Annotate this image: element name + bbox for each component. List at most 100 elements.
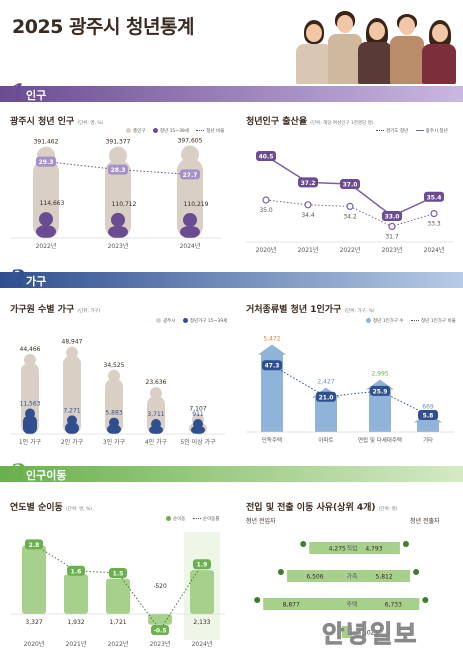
label-count: 669 <box>422 404 434 411</box>
label-youth: 7,271 <box>63 407 80 414</box>
bar-in <box>263 598 352 610</box>
label-out: 5,812 <box>376 574 393 581</box>
label-total: 7,107 <box>189 406 206 413</box>
x-tick-label: 아파트 <box>318 436 333 444</box>
bar-youth <box>107 424 121 434</box>
runner-out-icon <box>413 569 420 575</box>
chart2-birthrate: 40.5 37.2 37.0 33.0 35.4 35.0 34.4 34.2 31.7 33.3… <box>246 151 454 254</box>
chart4-housing-type: 5,472 2,427 2,995 669 47.3 단독주택 21.0 아파트 25.9 연립 … <box>246 335 454 444</box>
x-tick-label: 2024년 <box>180 242 201 250</box>
label-move: 3,327 <box>25 619 42 626</box>
x-tick-label: 2024년 <box>192 640 213 648</box>
bar-youth-head <box>109 417 119 428</box>
rate-marker <box>418 410 438 421</box>
gyeonggi-marker <box>262 196 270 204</box>
label-youth: 11,563 <box>20 400 41 407</box>
label-total: 391,462 <box>34 139 59 146</box>
label-rate: 47.3 <box>265 363 280 370</box>
rate-marker <box>262 360 282 371</box>
bar-net-move <box>64 574 88 614</box>
chart2-title: 청년인구 출산율 (단위: 해당 여성인구 1천명당 명) <box>246 117 374 127</box>
x-tick-label: 2인 가구 <box>61 438 84 446</box>
section-band-migration: 3 인구이동 <box>0 460 463 486</box>
section-number: 1 <box>10 80 26 106</box>
rate-marker <box>36 156 56 167</box>
x-tick-label: 연립 및 다세대주택 <box>358 436 402 444</box>
label-youth: 114,663 <box>40 200 65 207</box>
rate-marker <box>316 391 336 402</box>
section-band-population: 1 인구 <box>0 80 463 106</box>
label-move: 1,721 <box>109 619 126 626</box>
label-rate: 27.7 <box>183 172 198 179</box>
label-rate: 29.3 <box>39 159 54 166</box>
watermark-logo: 안녕일보 <box>321 620 419 649</box>
section-number: 2 <box>10 266 26 292</box>
chart6-out-label: 청년 전출자 <box>410 518 440 525</box>
label-in: 4,275 <box>329 546 346 553</box>
bar-youth <box>23 415 37 434</box>
bar-total-head <box>108 369 120 382</box>
bar-youth <box>65 422 79 434</box>
bar-youth <box>108 225 128 238</box>
gyeonggi-marker <box>304 201 312 209</box>
x-tick-label: 2022년 <box>108 640 129 648</box>
bar-total-head <box>66 346 78 359</box>
label-gyeonggi: 33.3 <box>427 221 441 228</box>
runner-in-icon <box>300 541 307 547</box>
x-tick-label: 2023년 <box>150 640 171 648</box>
label-total: 44,466 <box>20 346 41 353</box>
x-tick-label: 2021년 <box>298 246 319 254</box>
rate-marker <box>370 385 390 396</box>
bar-in <box>341 626 352 638</box>
gyeonggi-marker <box>388 222 396 231</box>
label-out: 6,733 <box>385 602 402 609</box>
bar-count <box>315 397 337 432</box>
label-count: 5,472 <box>263 335 280 342</box>
x-tick-label: 2020년 <box>24 640 45 648</box>
rate-marker <box>67 565 85 576</box>
x-tick-label: 2024년 <box>424 246 445 254</box>
x-tick-label: 2022년 <box>36 242 57 250</box>
section-band-household: 2 가구 <box>0 266 463 292</box>
bar-net-move <box>190 570 214 614</box>
bar-out <box>352 570 411 582</box>
bar-total <box>63 355 81 434</box>
runner-in-icon <box>277 569 284 575</box>
label-move: -520 <box>153 583 167 590</box>
chart4-legend: 청년 1인가구 수 청년 1인가구 비율 <box>360 318 456 324</box>
bar-out <box>352 598 420 610</box>
x-tick-label: 2020년 <box>256 246 277 254</box>
bar-out <box>352 542 400 554</box>
bar-total-head <box>181 145 199 164</box>
bar-youth-head <box>193 419 203 429</box>
chart4-title: 거처종류별 청년 1인가구 (단위: 가구, %) <box>246 305 375 315</box>
x-tick-label: 2023년 <box>108 242 129 250</box>
gwangju-marker <box>298 177 318 188</box>
label-gyeonggi: 35.0 <box>259 207 273 214</box>
x-tick-label: 3인 가구 <box>103 438 126 446</box>
section-number: 3 <box>10 460 26 486</box>
reason-label: 가족 <box>346 573 358 581</box>
gwangju-marker <box>382 211 402 221</box>
bar-roof <box>258 344 286 355</box>
bar-total <box>21 362 39 434</box>
chart3-title: 가구원 수별 가구 (단위: 가구) <box>10 305 101 315</box>
label-total: 391,377 <box>106 139 131 146</box>
label-total: 34,525 <box>104 362 125 369</box>
bar-total-head <box>109 146 127 165</box>
rate-line <box>271 364 429 416</box>
chart3-legend: 광주시 청년가구 15~39세 <box>150 318 227 324</box>
label-move: 1,932 <box>67 619 84 626</box>
label-in: 1,027 <box>361 630 378 637</box>
label-rate: 1.9 <box>197 562 208 569</box>
bar-count <box>261 354 283 432</box>
x-tick-label: 2022년 <box>340 246 361 254</box>
gyeonggi-marker <box>430 209 438 218</box>
x-tick-label: 5인 이상 가구 <box>180 438 216 446</box>
bar-total <box>105 378 123 434</box>
rate-marker <box>193 559 211 570</box>
chart1-population: 391,462 114,663 391,377 110,712 397,605 110,2… <box>10 137 222 250</box>
label-rate: 21.0 <box>319 394 334 401</box>
label-gwangju: 35.4 <box>427 194 442 201</box>
bar-youth-head <box>67 415 77 426</box>
